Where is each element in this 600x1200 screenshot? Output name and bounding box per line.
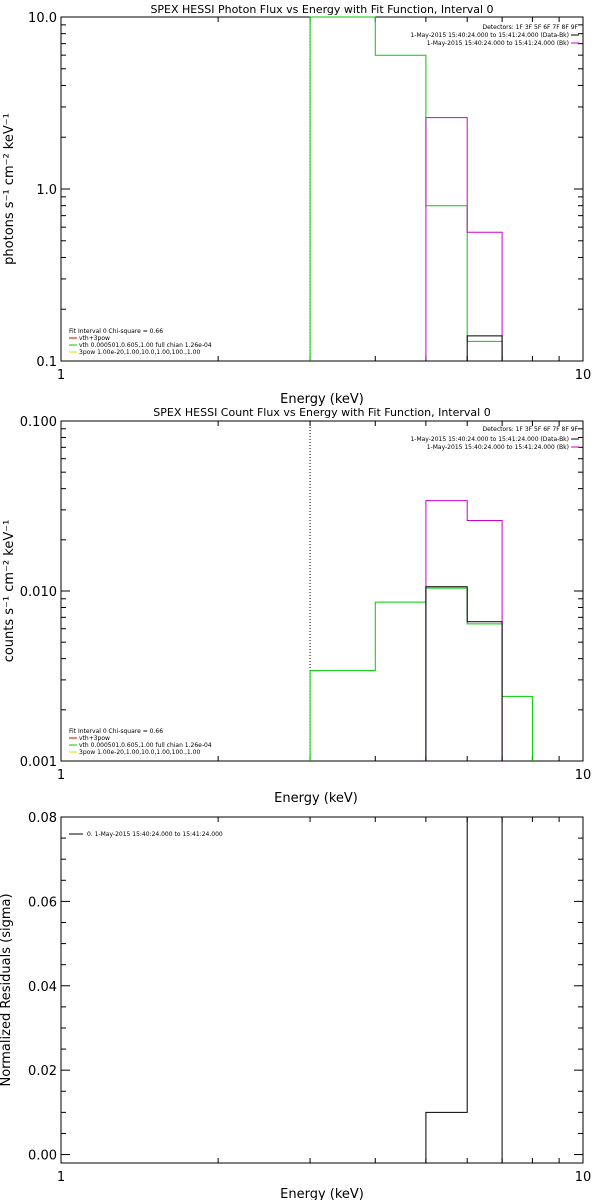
- photon-flux-x-axis-title: Energy (keV): [280, 392, 364, 407]
- count-flux-y-axis-title: counts s⁻¹ cm⁻² keV⁻¹: [2, 520, 17, 663]
- series-legend-label: 1-May-2015 15:40:24.000 to 15:41:24.000 …: [410, 436, 569, 443]
- fit-legend-header: Fit Interval 0 Chi-square = 0.66: [69, 328, 163, 335]
- count-flux-ticks: 1 10 0.001 0.010 0.100: [20, 415, 591, 783]
- x-tick-label: 1: [57, 368, 65, 383]
- photon-flux-series: [309, 16, 503, 362]
- x-tick-label: 1: [57, 768, 65, 783]
- series-legend-label: 1-May-2015 15:40:24.000 to 15:41:24.000 …: [410, 32, 569, 39]
- y-tick-label: 0.06: [28, 895, 57, 910]
- y-tick-label: 1.0: [36, 183, 57, 198]
- fit-legend-label: vth+3pow: [79, 735, 110, 742]
- count-flux-title: SPEX HESSI Count Flux vs Energy with Fit…: [153, 406, 490, 419]
- residuals-x-axis-title: Energy (keV): [280, 1187, 364, 1200]
- x-tick-label: 10: [575, 1170, 592, 1185]
- series-legend-label: 1-May-2015 15:40:24.000 to 15:41:24.000 …: [427, 444, 569, 451]
- x-tick-label: 1: [57, 1170, 65, 1185]
- fit-legend-label: vth 0.000501,0.605,1.00 full chian 1.26e…: [79, 742, 212, 749]
- residuals-legend: 0. 1-May-2015 15:40:24.000 to 15:41:24.0…: [69, 831, 223, 838]
- x-tick-label: 10: [575, 368, 592, 383]
- fit-legend-label: 3pow 1.00e-20,1.00,10.0,1.00,100.,1.00: [79, 749, 200, 756]
- residuals-ticks: 1 10 0.00 0.02 0.04 0.06 0.08: [28, 811, 591, 1185]
- series-0-histogram: [425, 816, 503, 1163]
- x-tick-label: 10: [575, 768, 592, 783]
- photon-flux-y-axis-title: photons s⁻¹ cm⁻² keV⁻¹: [2, 113, 17, 265]
- residuals-y-axis-title: Normalized Residuals (sigma): [0, 893, 14, 1086]
- photon-flux-title: SPEX HESSI Photon Flux vs Energy with Fi…: [150, 3, 493, 16]
- count-flux-x-axis-title: Energy (keV): [274, 791, 358, 806]
- y-tick-label: 10.0: [28, 11, 57, 26]
- fit-legend-label: vth 0.000501,0.605,1.00 full chian 1.26e…: [79, 342, 212, 349]
- series-2-histogram: [309, 16, 503, 361]
- series-0-histogram: [425, 586, 503, 761]
- photon-flux-detectors-label: Detectors: 1F 3F 5F 6F 7F 8F 9F: [482, 24, 578, 31]
- photon-flux-fit-legend: Fit Interval 0 Chi-square = 0.66vth+3pow…: [69, 328, 212, 356]
- residuals-series: [425, 816, 503, 1163]
- y-tick-label: 0.100: [20, 415, 57, 430]
- y-tick-label: 0.1: [36, 355, 57, 370]
- series-0-histogram: [310, 335, 503, 362]
- count-flux-legend: 1-May-2015 15:40:24.000 to 15:41:24.000 …: [410, 436, 579, 451]
- photon-flux-panel: SPEX HESSI Photon Flux vs Energy with Fi…: [2, 3, 591, 407]
- residuals-plot-frame: [60, 816, 584, 1164]
- y-tick-label: 0.00: [28, 1149, 57, 1164]
- photon-flux-legend: 1-May-2015 15:40:24.000 to 15:41:24.000 …: [410, 32, 579, 47]
- photon-flux-plot-frame: [60, 16, 584, 362]
- y-tick-label: 0.08: [28, 811, 57, 826]
- series-2-histogram: [309, 587, 533, 761]
- count-flux-detectors-label: Detectors: 1F 3F 5F 6F 7F 8F 9F: [482, 426, 578, 433]
- y-tick-label: 0.02: [28, 1064, 57, 1079]
- fit-legend-label: vth+3pow: [79, 335, 110, 342]
- y-tick-label: 0.010: [20, 585, 57, 600]
- count-flux-panel: SPEX HESSI Count Flux vs Energy with Fit…: [2, 406, 591, 806]
- y-tick-label: 0.04: [28, 980, 57, 995]
- residuals-panel: Energy (keV) Normalized Residuals (sigma…: [0, 811, 591, 1200]
- count-flux-series: [309, 421, 533, 761]
- series-legend-label: 0. 1-May-2015 15:40:24.000 to 15:41:24.0…: [87, 831, 223, 838]
- count-flux-fit-legend: Fit Interval 0 Chi-square = 0.66vth+3pow…: [69, 728, 212, 756]
- count-flux-plot-frame: [60, 420, 584, 762]
- series-1-histogram: [425, 500, 503, 761]
- fit-legend-label: 3pow 1.00e-20,1.00,10.0,1.00,100.,1.00: [79, 349, 200, 356]
- series-1-histogram: [425, 117, 503, 361]
- series-legend-label: 1-May-2015 15:40:24.000 to 15:41:24.000 …: [427, 40, 569, 47]
- y-tick-label: 0.001: [20, 755, 57, 770]
- fit-legend-header: Fit Interval 0 Chi-square = 0.66: [69, 728, 163, 735]
